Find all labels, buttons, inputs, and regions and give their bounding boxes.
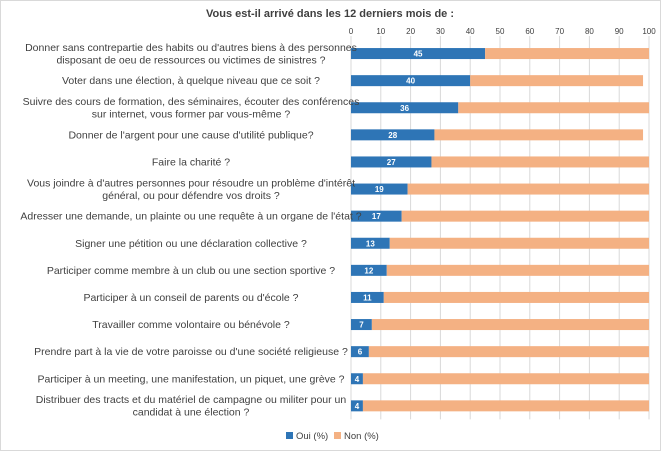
bar-oui — [351, 400, 363, 412]
data-label-oui: 4 — [355, 402, 360, 411]
legend: Oui (%) Non (%) — [286, 431, 379, 442]
bar-non — [401, 210, 649, 222]
bar-non — [389, 237, 649, 249]
bar-non — [407, 183, 649, 195]
category-label-line: disposant de oeu de ressources ou victim… — [56, 54, 325, 66]
category-label-line: Voter dans une élection, à quelque nivea… — [62, 75, 320, 87]
data-label-oui: 17 — [372, 212, 381, 221]
x-axis-ticks: 0 10 20 30 40 50 60 70 80 90 100 — [349, 27, 656, 36]
legend-label-oui: Oui (%) — [296, 431, 328, 442]
x-tick-label: 20 — [406, 27, 415, 36]
data-label-oui: 12 — [364, 266, 373, 275]
category-label-line: Participer comme membre à un club ou une… — [47, 265, 335, 277]
bar-oui — [351, 210, 402, 222]
data-label-oui: 36 — [400, 104, 409, 113]
bar-oui — [351, 75, 471, 87]
data-label-oui: 19 — [375, 185, 384, 194]
x-tick-label: 10 — [376, 27, 385, 36]
legend-swatch-non — [334, 432, 341, 439]
bar-oui — [351, 291, 384, 303]
data-label-oui: 6 — [358, 348, 363, 357]
legend-label-non: Non (%) — [344, 431, 379, 442]
category-labels: Donner sans contrepartie des habits ou d… — [20, 42, 361, 419]
data-label-oui: 27 — [387, 158, 396, 167]
data-label-oui: 13 — [366, 239, 375, 248]
category-label-line: Signer une pétition ou une déclaration c… — [75, 238, 307, 250]
category-label-line: Participer à un conseil de parents ou d'… — [83, 292, 298, 304]
category-label: Donner sans contrepartie des habits ou d… — [25, 42, 357, 67]
gridlines — [350, 36, 650, 420]
bar-oui — [351, 373, 363, 385]
category-label: Donner de l'argent pour une cause d'util… — [68, 129, 313, 141]
bar-non — [470, 75, 644, 87]
category-label-line: Donner sans contrepartie des habits ou d… — [25, 42, 357, 54]
category-label-line: Donner de l'argent pour une cause d'util… — [68, 129, 313, 141]
category-label-line: sur internet, vous former par vous-même … — [92, 109, 291, 121]
category-label-line: Travailler comme volontaire ou bénévole … — [92, 319, 290, 331]
bar-non — [383, 291, 649, 303]
bar-non — [485, 48, 649, 60]
x-tick-label: 60 — [525, 27, 534, 36]
bar-non — [431, 156, 649, 168]
bar-oui — [351, 264, 387, 276]
category-label: Travailler comme volontaire ou bénévole … — [92, 319, 290, 331]
x-tick-label: 80 — [585, 27, 594, 36]
category-label: Voter dans une élection, à quelque nivea… — [62, 75, 320, 87]
x-tick-label: 40 — [466, 27, 475, 36]
bar-oui — [351, 346, 369, 358]
bars: 45 40 36 28 27 19 17 13 12 11 7 6 4 4 — [351, 48, 649, 412]
bar-non — [371, 319, 649, 331]
category-label-line: Vous joindre à d'autres personnes pour r… — [27, 177, 355, 189]
data-label-oui: 40 — [406, 77, 415, 86]
bar-oui — [351, 183, 408, 195]
category-label-line: Distribuer des tracts et du matériel de … — [36, 394, 347, 406]
bar-oui — [351, 48, 486, 60]
category-label: Vous joindre à d'autres personnes pour r… — [27, 177, 355, 202]
x-tick-label: 0 — [349, 27, 354, 36]
bar-non — [434, 129, 644, 141]
category-label: Suivre des cours de formation, des sémin… — [23, 96, 360, 121]
data-label-oui: 4 — [355, 375, 360, 384]
data-label-oui: 7 — [359, 321, 364, 330]
category-label: Prendre part à la vie de votre paroisse … — [34, 346, 348, 358]
category-label-line: Prendre part à la vie de votre paroisse … — [34, 346, 348, 358]
x-tick-label: 30 — [436, 27, 445, 36]
category-label-line: Adresser une demande, un plainte ou une … — [20, 211, 361, 223]
category-label: Faire la charité ? — [152, 156, 230, 168]
x-tick-label: 100 — [642, 27, 656, 36]
category-label-line: Faire la charité ? — [152, 156, 230, 168]
category-label: Distribuer des tracts et du matériel de … — [36, 394, 347, 419]
bar-oui — [351, 102, 459, 114]
category-label-line: candidat à une élection ? — [133, 407, 250, 419]
bar-non — [386, 264, 649, 276]
category-label-line: Participer à un meeting, une manifestati… — [37, 373, 344, 385]
bar-non — [368, 346, 649, 358]
x-tick-label: 90 — [615, 27, 624, 36]
category-label-line: général, ou pour défendre vos droits ? — [102, 190, 280, 202]
data-label-oui: 28 — [388, 131, 397, 140]
legend-swatch-oui — [286, 432, 293, 439]
category-label: Signer une pétition ou une déclaration c… — [75, 238, 307, 250]
category-label-line: Suivre des cours de formation, des sémin… — [23, 96, 360, 108]
chart-title: Vous est-il arrivé dans les 12 derniers … — [206, 8, 454, 20]
bar-oui — [351, 156, 432, 168]
bar-oui — [351, 319, 372, 331]
category-label: Participer comme membre à un club ou une… — [47, 265, 335, 277]
category-label: Participer à un conseil de parents ou d'… — [83, 292, 298, 304]
category-label: Adresser une demande, un plainte ou une … — [20, 211, 361, 223]
x-tick-label: 70 — [555, 27, 564, 36]
category-label: Participer à un meeting, une manifestati… — [37, 373, 344, 385]
data-label-oui: 11 — [363, 293, 372, 302]
bar-oui — [351, 237, 390, 249]
data-label-oui: 45 — [414, 50, 423, 59]
bar-non — [458, 102, 649, 114]
bar-non — [362, 400, 649, 412]
bar-oui — [351, 129, 435, 141]
x-tick-label: 50 — [496, 27, 505, 36]
bar-non — [362, 373, 649, 385]
